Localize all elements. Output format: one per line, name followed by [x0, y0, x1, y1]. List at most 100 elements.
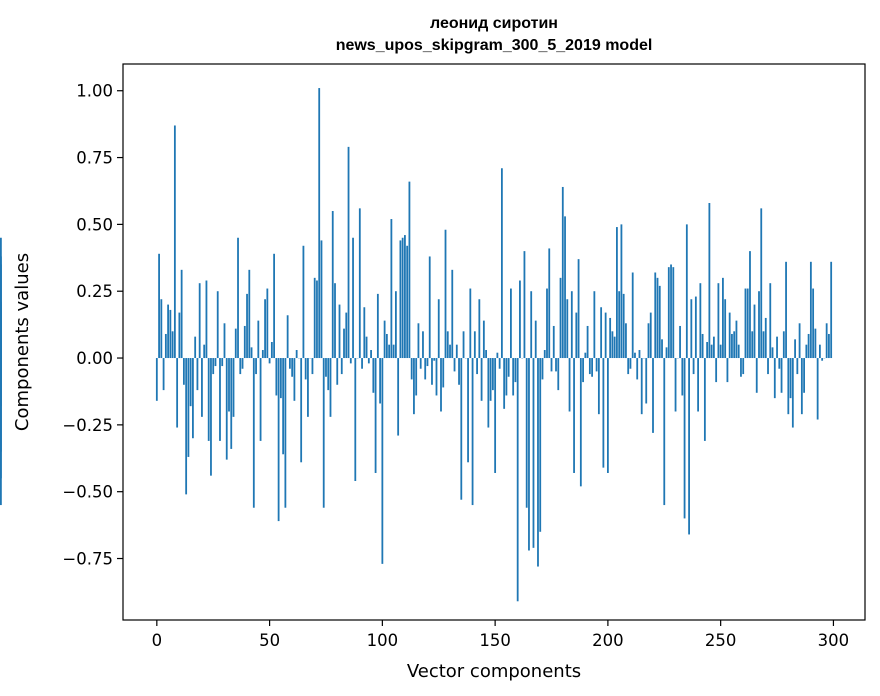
chart-title-group: леонид сиротин news_upos_skipgram_300_5_… [336, 15, 653, 54]
bar [214, 358, 217, 367]
bar [494, 358, 497, 473]
bar [656, 277, 659, 359]
bar [320, 240, 323, 359]
bar [489, 358, 492, 401]
bar [313, 277, 316, 359]
bar [647, 323, 650, 359]
y-tick-label: 0.75 [76, 149, 113, 168]
bar [453, 358, 456, 372]
bar [780, 358, 783, 393]
bar [219, 358, 221, 441]
bar [690, 299, 693, 359]
bar [257, 320, 260, 359]
bar [286, 315, 289, 359]
bar [762, 331, 765, 359]
bar [192, 358, 194, 439]
bar [742, 358, 745, 375]
bar [764, 317, 767, 359]
bar [431, 358, 433, 385]
bar [625, 323, 627, 359]
bar [586, 325, 589, 359]
bar [187, 358, 190, 457]
bar [345, 312, 348, 359]
bar [376, 293, 379, 359]
bar [329, 358, 332, 417]
bar [670, 264, 672, 359]
x-tick-label: 0 [152, 631, 163, 650]
bar [519, 280, 521, 359]
bar [288, 358, 291, 369]
bar [417, 323, 420, 359]
bar [710, 344, 713, 359]
bar [476, 358, 478, 375]
bar [816, 358, 819, 420]
bar [708, 203, 711, 359]
bar [548, 248, 551, 359]
bar [679, 325, 681, 359]
bar [719, 344, 722, 359]
bar [559, 277, 562, 359]
bar [828, 333, 830, 359]
bar [728, 312, 731, 359]
y-axis-ticks: −0.75 −0.50 −0.25 0.00 0.25 0.50 0.75 1.00 [62, 82, 123, 569]
y-tick-label: −0.25 [62, 416, 113, 435]
bar [255, 358, 257, 375]
bar [173, 125, 176, 359]
x-tick-label: 100 [367, 631, 399, 650]
bar [701, 333, 704, 359]
bar [663, 358, 666, 506]
bar [778, 358, 781, 369]
bar [252, 358, 255, 508]
bar [158, 253, 160, 359]
bar [307, 358, 309, 417]
bar [622, 293, 625, 359]
bar [523, 251, 526, 359]
y-tick-label: 0.00 [76, 349, 113, 368]
bar [636, 358, 639, 380]
bar [667, 267, 670, 359]
plot-frame [122, 63, 866, 621]
bar [726, 358, 729, 383]
bar [268, 358, 271, 364]
bar [169, 309, 172, 359]
bar [803, 358, 805, 393]
bar [496, 352, 499, 359]
bar [539, 358, 542, 532]
bar [349, 358, 352, 364]
bar [279, 358, 282, 399]
bar [681, 358, 684, 396]
bar [277, 358, 280, 522]
bar [237, 237, 239, 359]
x-tick-label: 250 [705, 631, 737, 650]
bar [737, 344, 740, 359]
bar [388, 344, 391, 359]
y-axis-label: Components values [12, 253, 33, 431]
bar [232, 358, 235, 417]
bar [437, 299, 440, 359]
bar [293, 358, 296, 401]
bar [744, 288, 747, 359]
bar [796, 358, 799, 375]
bar [688, 358, 690, 535]
bar [216, 291, 219, 359]
bar [449, 344, 451, 359]
bar [717, 283, 720, 359]
bar [331, 211, 334, 359]
bar [555, 358, 557, 372]
bar [570, 291, 573, 359]
bar [383, 320, 386, 359]
bar [595, 358, 598, 372]
bar [162, 358, 165, 391]
bar [731, 333, 733, 359]
bar [528, 358, 530, 551]
bar [325, 358, 327, 377]
bar [758, 291, 760, 359]
x-axis-ticks: 0 50 100 150 200 250 300 [152, 620, 849, 650]
bar [746, 288, 749, 359]
bar [334, 283, 336, 359]
bar [604, 312, 607, 359]
bar [361, 358, 363, 369]
bar [203, 344, 206, 359]
bar [649, 312, 652, 359]
bar [620, 224, 623, 359]
